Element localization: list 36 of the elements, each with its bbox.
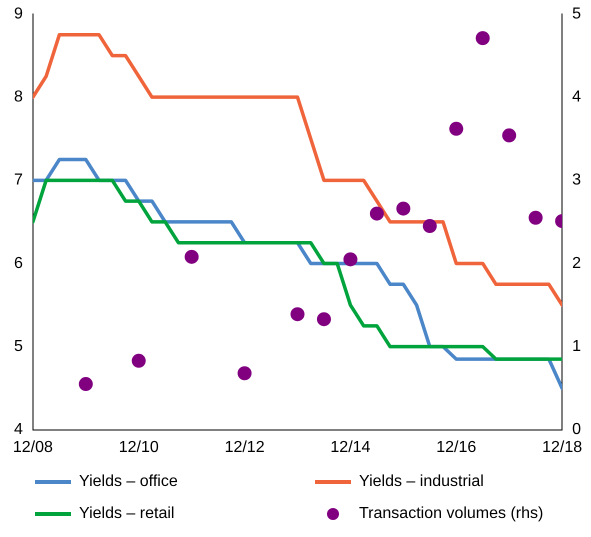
- point: [290, 307, 304, 322]
- x-tick-label: 12/18: [542, 438, 582, 456]
- y-tick-label: 9: [14, 5, 23, 22]
- point: [422, 219, 437, 234]
- point: [316, 312, 331, 326]
- x-tick-label: 12/12: [224, 438, 265, 456]
- point: [238, 366, 252, 380]
- y-tick-label: 6: [14, 254, 23, 272]
- y2-tick-label: 0: [572, 421, 582, 438]
- point: [370, 206, 384, 221]
- y-tick-label: 4: [14, 421, 23, 438]
- y-tick-label: 8: [14, 88, 23, 106]
- y2-tick-label: 5: [572, 5, 582, 22]
- point: [476, 31, 490, 46]
- x-tick-label: 12/14: [330, 438, 371, 456]
- y2-tick-label: 3: [572, 172, 582, 189]
- y2-tick-label: 4: [572, 88, 582, 106]
- legend-label: Transaction volumes (rhs): [359, 505, 544, 523]
- y-tick-label: 5: [14, 338, 23, 356]
- legend-label: Yields – industrial: [359, 473, 484, 491]
- point: [184, 250, 199, 264]
- legend-label: Yields – office: [79, 473, 178, 491]
- point: [449, 122, 464, 136]
- x-tick-label: 12/10: [118, 438, 159, 456]
- point: [78, 377, 93, 392]
- y-tick-label: 7: [14, 172, 23, 189]
- y2-tick-label: 1: [572, 338, 582, 356]
- point: [132, 354, 146, 368]
- y2-tick-label: 2: [572, 254, 582, 272]
- x-tick-label: 12/08: [12, 438, 54, 456]
- point: [502, 128, 516, 142]
- legend-label: Yields – retail: [79, 505, 174, 523]
- x-tick-label: 12/16: [436, 438, 476, 456]
- point: [528, 210, 543, 225]
- point: [396, 202, 410, 216]
- point: [343, 252, 358, 266]
